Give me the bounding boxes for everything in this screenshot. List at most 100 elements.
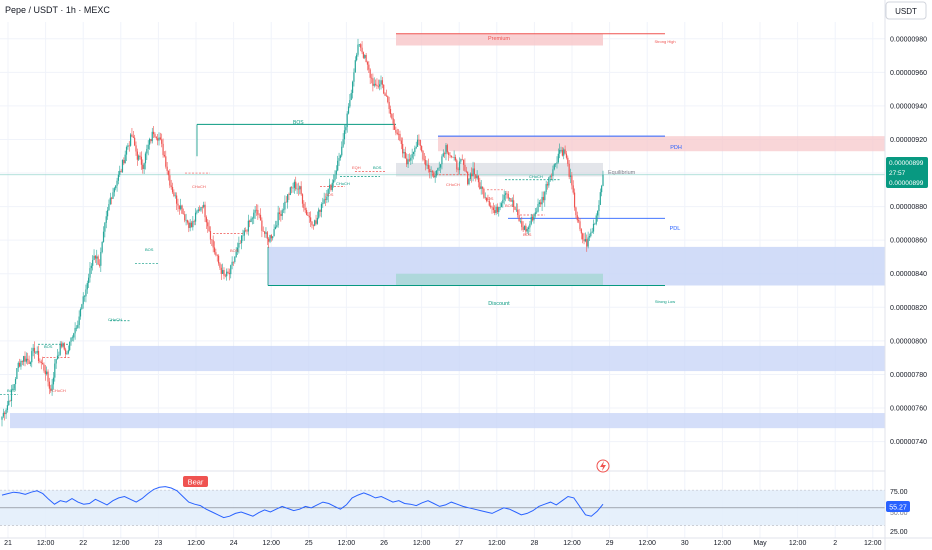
candle: [342, 133, 344, 149]
choch-label: CHoCH: [192, 184, 206, 189]
candle: [173, 189, 175, 198]
candle: [362, 51, 365, 59]
bear-label: Bear: [188, 478, 204, 487]
premium-label: Premium: [488, 36, 510, 42]
candle: [555, 163, 557, 168]
candle: [299, 185, 301, 195]
candle: [331, 179, 333, 192]
candle: [560, 146, 562, 153]
candle: [153, 126, 155, 138]
candle: [140, 151, 143, 170]
bos-label: BOS: [7, 388, 16, 393]
candle: [532, 214, 534, 222]
candle: [158, 132, 160, 146]
candle: [213, 241, 216, 255]
candle: [303, 200, 305, 212]
candle: [269, 234, 271, 244]
candle: [538, 199, 540, 207]
candle: [545, 180, 547, 195]
candle: [235, 247, 237, 258]
candle: [278, 207, 281, 221]
bos-label: BOS: [373, 165, 382, 170]
lightning-icon[interactable]: [596, 459, 610, 473]
candle: [449, 152, 451, 159]
equilibrium-label: Equilibrium: [608, 170, 636, 176]
candle: [487, 194, 489, 202]
candle: [477, 175, 480, 188]
candle: [10, 384, 13, 407]
candle: [544, 190, 546, 207]
candle: [601, 184, 603, 197]
candle: [300, 181, 302, 196]
candle: [599, 188, 601, 206]
candle: [407, 154, 409, 168]
bos-label: BOS: [325, 192, 334, 197]
candle: [347, 103, 350, 115]
candle: [473, 162, 476, 179]
candle: [180, 198, 182, 211]
bos-label: BOS: [145, 247, 154, 252]
time-tick-label: 24: [230, 540, 238, 547]
candle: [102, 226, 105, 243]
price-tick-label: 0.00000940: [890, 103, 927, 110]
candle: [403, 148, 405, 159]
candle: [199, 205, 201, 212]
candle: [308, 211, 310, 223]
rsi-upper-tick: 75.00: [890, 489, 908, 496]
candle: [51, 378, 53, 396]
candle: [389, 105, 392, 118]
candle: [297, 182, 300, 196]
candle: [251, 216, 254, 225]
strong-high-label: Strong High: [654, 39, 675, 44]
candle: [462, 159, 465, 171]
candle: [82, 292, 84, 309]
candle: [125, 145, 128, 161]
candle: [239, 240, 241, 244]
candle: [322, 197, 324, 208]
candle: [250, 216, 252, 223]
candle: [349, 94, 351, 109]
time-tick-label: 12:00: [112, 540, 130, 547]
candle: [242, 229, 244, 242]
candle: [245, 227, 247, 233]
candle: [310, 211, 312, 227]
candle: [150, 138, 152, 144]
candle: [435, 169, 438, 178]
candle: [457, 167, 459, 175]
candle: [93, 249, 95, 261]
candle: [411, 148, 413, 164]
candle: [220, 264, 222, 280]
candle: [496, 203, 499, 215]
candle: [189, 219, 191, 232]
candle: [517, 203, 519, 218]
candle: [454, 154, 457, 162]
candle: [476, 170, 478, 180]
candle: [523, 225, 526, 231]
candle: [28, 355, 30, 365]
rsi-value: 55.27: [889, 505, 907, 512]
countdown: 27:57: [889, 170, 906, 177]
candle: [39, 358, 41, 364]
price-tick-label: 0.00000980: [890, 36, 927, 43]
candle: [196, 209, 198, 215]
candle: [444, 151, 446, 158]
candle: [62, 341, 64, 348]
candle: [50, 384, 52, 393]
candle: [36, 346, 38, 355]
candle: [498, 206, 500, 217]
time-tick-label: 27: [455, 540, 463, 547]
candle: [194, 208, 197, 226]
candle: [181, 204, 183, 214]
bos-label: BOS: [485, 196, 494, 201]
candle: [88, 273, 90, 289]
candle: [157, 133, 159, 146]
candle: [492, 202, 494, 214]
candle: [426, 160, 428, 170]
time-tick-label: 12:00: [563, 540, 581, 547]
candle: [121, 159, 124, 174]
price-tick-label: 0.00000960: [890, 70, 927, 77]
candle: [602, 170, 604, 187]
currency-button[interactable]: [885, 1, 927, 20]
candle: [391, 113, 393, 120]
